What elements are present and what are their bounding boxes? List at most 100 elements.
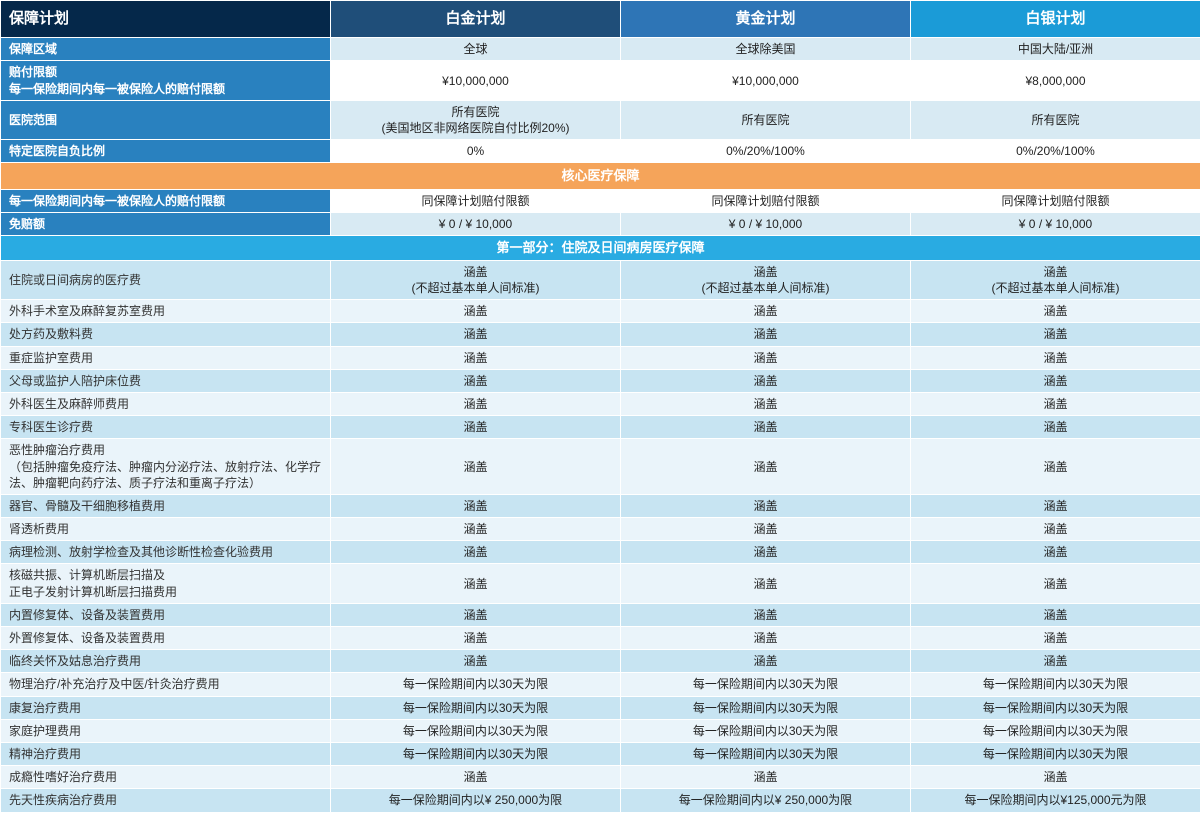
row-label: 临终关怀及姑息治疗费用 (1, 650, 331, 673)
cell-value: 涵盖 (911, 392, 1200, 415)
cell-value: 涵盖 (331, 518, 621, 541)
cell-value: 涵盖 (621, 439, 911, 495)
table-row: 特定医院自负比例0%0%/20%/100%0%/20%/100% (1, 140, 1200, 163)
cell-value: 涵盖 (621, 300, 911, 323)
cell-value: 中国大陆/亚洲 (911, 38, 1200, 61)
cell-value: ¥ 0 / ¥ 10,000 (911, 213, 1200, 236)
cell-value: 涵盖 (621, 369, 911, 392)
cell-value: 0%/20%/100% (911, 140, 1200, 163)
cell-value: 每一保险期间内以¥ 250,000为限 (331, 789, 621, 812)
cell-value: 每一保险期间内以30天为限 (621, 673, 911, 696)
row-label: 康复治疗费用 (1, 696, 331, 719)
cell-value: 同保障计划赔付限额 (331, 189, 621, 212)
row-label: 外科医生及麻醉师费用 (1, 392, 331, 415)
cell-value: 涵盖 (331, 603, 621, 626)
insurance-comparison-table: 保障计划 白金计划 黄金计划 白银计划 保障区域全球全球除美国中国大陆/亚洲赔付… (0, 0, 1200, 813)
cell-value: 涵盖 (331, 392, 621, 415)
row-label: 物理治疗/补充治疗及中医/针灸治疗费用 (1, 673, 331, 696)
cell-value: 涵盖 (911, 541, 1200, 564)
cell-value: 涵盖 (331, 323, 621, 346)
cell-value: 每一保险期间内以30天为限 (331, 742, 621, 765)
cell-value: 涵盖 (911, 300, 1200, 323)
row-label: 每一保险期间内每一被保险人的赔付限额 (1, 189, 331, 212)
row-label: 恶性肿瘤治疗费用（包括肿瘤免疫疗法、肿瘤内分泌疗法、放射疗法、化学疗法、肿瘤靶向… (1, 439, 331, 495)
cell-value: ¥ 0 / ¥ 10,000 (621, 213, 911, 236)
cell-value: 涵盖 (621, 346, 911, 369)
row-label: 处方药及敷料费 (1, 323, 331, 346)
cell-value: 涵盖(不超过基本单人间标准) (911, 260, 1200, 299)
table-row: 先天性疾病治疗费用每一保险期间内以¥ 250,000为限每一保险期间内以¥ 25… (1, 789, 1200, 812)
table-row: 专科医生诊疗费涵盖涵盖涵盖 (1, 416, 1200, 439)
table-row: 成瘾性嗜好治疗费用涵盖涵盖涵盖 (1, 766, 1200, 789)
table-row: 物理治疗/补充治疗及中医/针灸治疗费用 每一保险期间内以30天为限每一保险期间内以… (1, 673, 1200, 696)
cell-value: 涵盖 (621, 603, 911, 626)
cell-value: 涵盖 (331, 439, 621, 495)
row-label: 外科手术室及麻醉复苏室费用 (1, 300, 331, 323)
header-plan3: 白银计划 (911, 1, 1200, 38)
cell-value: 每一保险期间内以30天为限 (911, 673, 1200, 696)
cell-value: 涵盖 (911, 494, 1200, 517)
table-row: 重症监护室费用涵盖涵盖涵盖 (1, 346, 1200, 369)
cell-value: ¥10,000,000 (621, 61, 911, 100)
header-label: 保障计划 (1, 1, 331, 38)
cell-value: 涵盖(不超过基本单人间标准) (331, 260, 621, 299)
cell-value: 涵盖 (621, 541, 911, 564)
section-band: 核心医疗保障 (1, 163, 1200, 190)
cell-value: 涵盖 (331, 766, 621, 789)
cell-value: 涵盖 (331, 627, 621, 650)
row-label: 器官、骨髓及干细胞移植费用 (1, 494, 331, 517)
cell-value: 每一保险期间内以30天为限 (911, 742, 1200, 765)
table-row: 外置修复体、设备及装置费用涵盖涵盖涵盖 (1, 627, 1200, 650)
cell-value: 每一保险期间内以30天为限 (621, 719, 911, 742)
cell-value: 每一保险期间内以¥125,000元为限 (911, 789, 1200, 812)
cell-value: 0%/20%/100% (621, 140, 911, 163)
row-label: 外置修复体、设备及装置费用 (1, 627, 331, 650)
row-label: 成瘾性嗜好治疗费用 (1, 766, 331, 789)
table-row: 精神治疗费用每一保险期间内以30天为限每一保险期间内以30天为限每一保险期间内以… (1, 742, 1200, 765)
cell-value: 同保障计划赔付限额 (621, 189, 911, 212)
row-label: 家庭护理费用 (1, 719, 331, 742)
cell-value: 所有医院 (621, 100, 911, 139)
cell-value: ¥10,000,000 (331, 61, 621, 100)
row-label: 重症监护室费用 (1, 346, 331, 369)
cell-value: 涵盖 (621, 494, 911, 517)
cell-value: 每一保险期间内以30天为限 (331, 719, 621, 742)
row-label: 先天性疾病治疗费用 (1, 789, 331, 812)
cell-value: 涵盖 (911, 603, 1200, 626)
cell-value: 涵盖 (621, 627, 911, 650)
table-row: 外科医生及麻醉师费用涵盖涵盖涵盖 (1, 392, 1200, 415)
cell-value: ¥ 0 / ¥ 10,000 (331, 213, 621, 236)
cell-value: 涵盖 (621, 766, 911, 789)
cell-value: ¥8,000,000 (911, 61, 1200, 100)
cell-value: 每一保险期间内以30天为限 (331, 696, 621, 719)
cell-value: 涵盖 (621, 392, 911, 415)
cell-value: 0% (331, 140, 621, 163)
row-label: 住院或日间病房的医疗费 (1, 260, 331, 299)
row-label: 病理检测、放射学检查及其他诊断性检查化验费用 (1, 541, 331, 564)
table-row: 肾透析费用涵盖涵盖涵盖 (1, 518, 1200, 541)
table-row: 恶性肿瘤治疗费用（包括肿瘤免疫疗法、肿瘤内分泌疗法、放射疗法、化学疗法、肿瘤靶向… (1, 439, 1200, 495)
table-row: 住院或日间病房的医疗费涵盖(不超过基本单人间标准)涵盖(不超过基本单人间标准)涵… (1, 260, 1200, 299)
cell-value: 每一保险期间内以30天为限 (621, 696, 911, 719)
row-label: 专科医生诊疗费 (1, 416, 331, 439)
row-label: 肾透析费用 (1, 518, 331, 541)
cell-value: 同保障计划赔付限额 (911, 189, 1200, 212)
cell-value: 涵盖 (331, 369, 621, 392)
cell-value: 全球除美国 (621, 38, 911, 61)
cell-value: 涵盖 (331, 346, 621, 369)
table-row: 外科手术室及麻醉复苏室费用涵盖涵盖涵盖 (1, 300, 1200, 323)
table-row: 医院范围所有医院(美国地区非网络医院自付比例20%)所有医院所有医院 (1, 100, 1200, 139)
table-row: 父母或监护人陪护床位费涵盖涵盖涵盖 (1, 369, 1200, 392)
table-row: 保障区域全球全球除美国中国大陆/亚洲 (1, 38, 1200, 61)
row-label: 免赔额 (1, 213, 331, 236)
table-row: 核磁共振、计算机断层扫描及正电子发射计算机断层扫描费用涵盖涵盖涵盖 (1, 564, 1200, 603)
cell-value: 涵盖 (911, 627, 1200, 650)
table-row: 家庭护理费用每一保险期间内以30天为限每一保险期间内以30天为限每一保险期间内以… (1, 719, 1200, 742)
cell-value: 每一保险期间内以30天为限 (911, 696, 1200, 719)
cell-value: 涵盖 (331, 416, 621, 439)
cell-value: 每一保险期间内以¥ 250,000为限 (621, 789, 911, 812)
header-plan2: 黄金计划 (621, 1, 911, 38)
cell-value: 涵盖 (621, 650, 911, 673)
cell-value: 全球 (331, 38, 621, 61)
cell-value: 涵盖 (911, 564, 1200, 603)
